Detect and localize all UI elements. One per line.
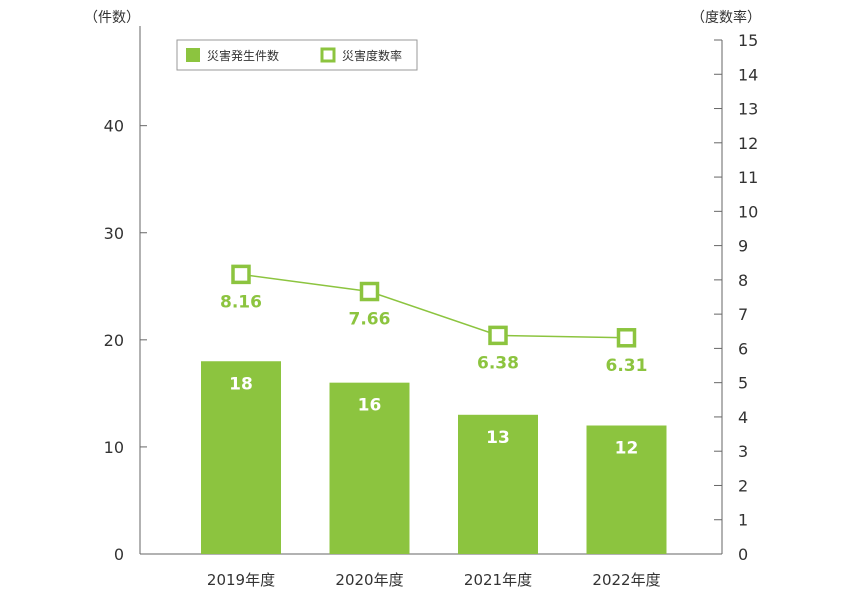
legend-bar-label: 災害発生件数	[207, 48, 279, 63]
right-tick-label: 7	[738, 305, 748, 324]
line-value-label: 6.38	[477, 353, 519, 373]
line-value-label: 8.16	[220, 292, 262, 312]
right-axis-unit: （度数率）	[691, 9, 761, 26]
line-point	[359, 281, 380, 302]
category-label: 2021年度	[464, 571, 532, 589]
right-tick-label: 8	[738, 271, 748, 290]
bar	[201, 361, 281, 554]
legend-border	[176, 39, 418, 71]
line-point	[616, 328, 637, 348]
right-tick-label: 15	[738, 31, 758, 50]
bar-value-label: 12	[615, 439, 639, 459]
category-label: 2022年度	[592, 571, 660, 589]
right-tick-label: 3	[738, 442, 748, 461]
line-value-label: 6.31	[606, 356, 648, 376]
right-tick-label: 13	[738, 100, 758, 119]
bars	[201, 361, 667, 554]
line-point	[231, 264, 251, 285]
right-tick-label: 2	[738, 476, 748, 495]
labels: 2019年度 2020年度 2021年度 2022年度 18 16 13 12 8.16 7.66…	[207, 292, 661, 589]
right-tick-label: 14	[738, 65, 758, 84]
right-tick-label: 11	[738, 168, 758, 187]
line-path	[240, 273, 627, 339]
category-label: 2019年度	[207, 571, 275, 589]
right-tick-label: 9	[738, 237, 748, 256]
bar-value-label: 16	[358, 396, 382, 416]
bar	[329, 382, 410, 554]
line-point	[488, 325, 508, 346]
left-tick-label: 0	[114, 545, 124, 564]
left-axis-unit: （件数）	[84, 10, 140, 26]
bar-value-label: 13	[486, 428, 510, 448]
line-value-label: 7.66	[349, 310, 391, 330]
bar	[586, 425, 667, 554]
legend-line-label: 災害度数率	[342, 48, 402, 63]
left-tick-label: 10	[104, 438, 124, 457]
category-label: 2020年度	[335, 571, 403, 589]
right-tick-label: 0	[738, 545, 748, 564]
legend-bar-swatch	[186, 48, 200, 62]
right-tick-label: 6	[738, 339, 748, 358]
right-tick-label: 12	[738, 134, 758, 153]
bar-value-label: 18	[229, 374, 253, 394]
right-tick-label: 10	[738, 202, 758, 221]
legend-line-swatch	[320, 47, 336, 63]
right-tick-label: 4	[738, 408, 748, 427]
right-tick-label: 1	[738, 511, 748, 530]
line-series	[231, 264, 637, 348]
bar	[458, 414, 538, 554]
left-tick-label: 30	[104, 224, 124, 243]
legend: 災害発生件数 災害度数率	[176, 39, 418, 71]
right-tick-label: 5	[738, 374, 748, 393]
left-tick-label: 20	[104, 331, 124, 350]
left-tick-label: 40	[104, 117, 124, 136]
